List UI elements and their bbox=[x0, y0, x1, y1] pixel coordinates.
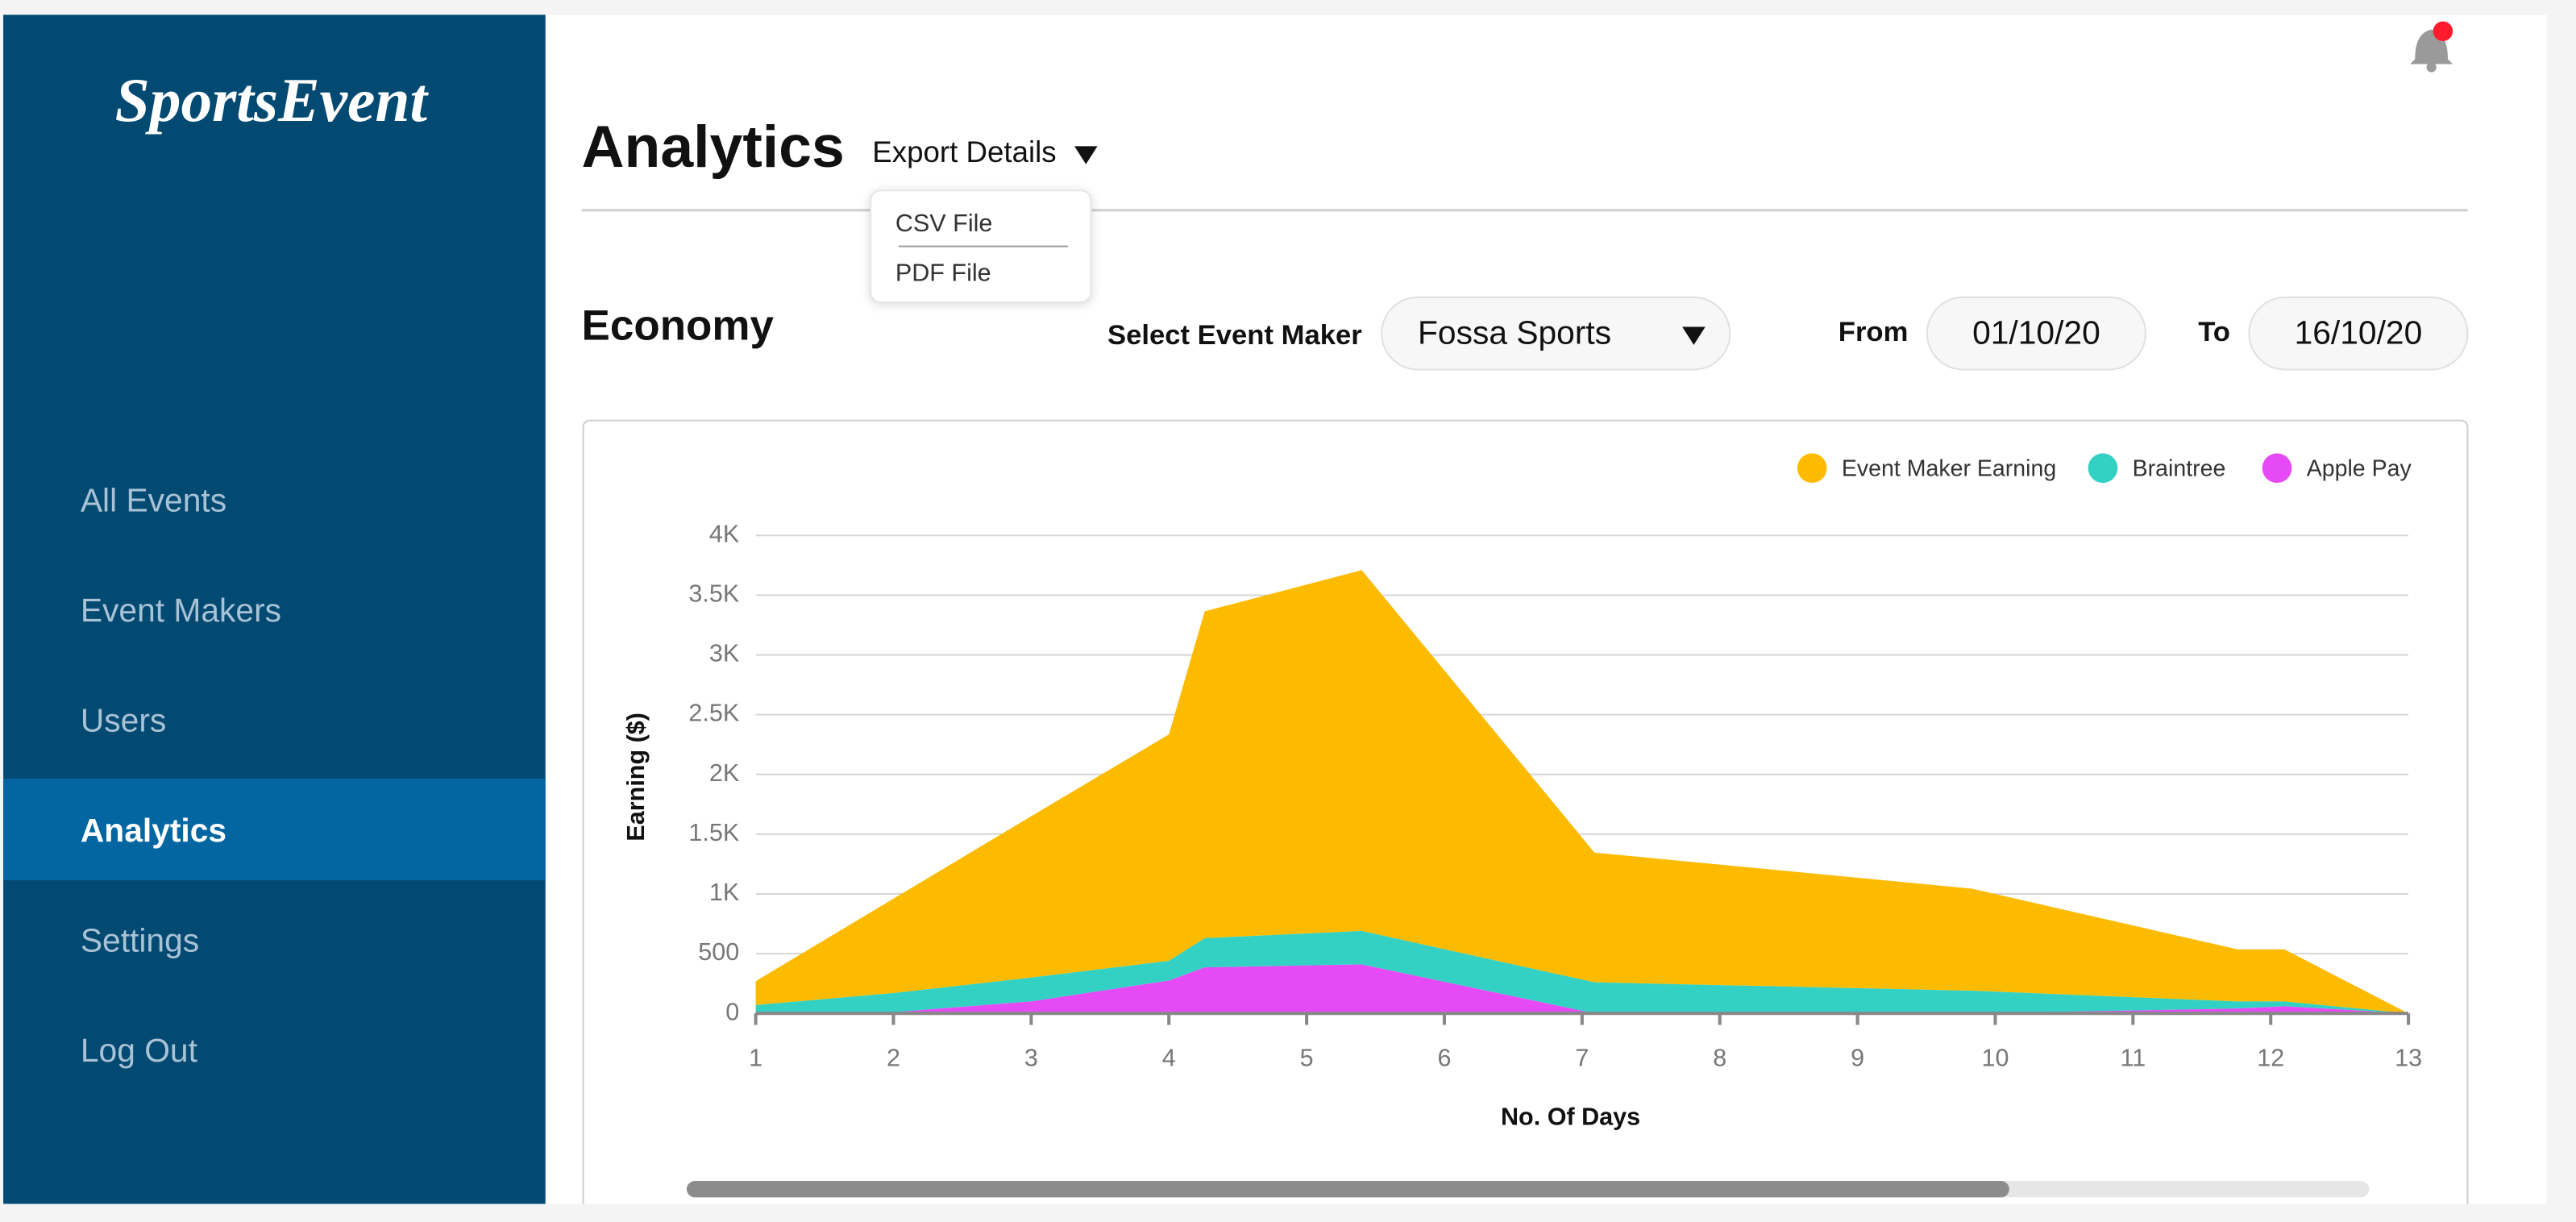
legend-label: Apple Pay bbox=[2307, 455, 2412, 481]
filter-label: To bbox=[2198, 317, 2230, 347]
bell-clapper bbox=[2426, 62, 2437, 73]
sidebar bbox=[3, 15, 546, 1204]
x-tick-label: 2 bbox=[887, 1044, 900, 1071]
dropdown-arrow[interactable] bbox=[1074, 146, 1098, 164]
maker-value: Fossa Sports bbox=[1418, 314, 1611, 351]
legend-swatch bbox=[1797, 453, 1827, 484]
menu-item[interactable]: Event Makers bbox=[81, 592, 281, 629]
x-tick-label: 9 bbox=[1851, 1044, 1864, 1071]
y-tick-label: 2K bbox=[709, 759, 740, 787]
y-tick-label: 4K bbox=[709, 520, 740, 547]
x-tick-label: 4 bbox=[1162, 1044, 1176, 1071]
x-tick-label: 1 bbox=[749, 1044, 762, 1071]
menu-item[interactable]: Users bbox=[81, 701, 166, 738]
select-arrow bbox=[1682, 326, 1706, 345]
y-tick-label: 2.5K bbox=[688, 700, 739, 727]
menu-item[interactable]: Log Out bbox=[81, 1032, 198, 1069]
x-tick-label: 6 bbox=[1437, 1044, 1451, 1071]
from-date[interactable] bbox=[1926, 296, 2146, 371]
y-tick-label: 1.5K bbox=[688, 819, 739, 846]
area bbox=[755, 964, 2409, 1014]
area bbox=[755, 930, 2409, 1014]
x-tick-label: 12 bbox=[2257, 1044, 2284, 1071]
notification-bell[interactable] bbox=[2410, 21, 2453, 73]
x-tick-label: 13 bbox=[2395, 1044, 2422, 1071]
menu-item[interactable]: Analytics bbox=[81, 812, 226, 849]
filter-label: Select Event Maker bbox=[1107, 320, 1362, 351]
x-tick-label: 3 bbox=[1024, 1044, 1038, 1071]
x-tick-label: 10 bbox=[1981, 1044, 2009, 1071]
y-tick-label: 0 bbox=[725, 998, 739, 1025]
date-value: 01/10/20 bbox=[1972, 314, 2100, 351]
legend-swatch bbox=[2088, 453, 2118, 484]
x-tick-label: 11 bbox=[2120, 1044, 2146, 1071]
x-axis-title: No. Of Days bbox=[1501, 1104, 1640, 1131]
date-value: 16/10/20 bbox=[2295, 314, 2423, 351]
section-title: Economy bbox=[582, 302, 775, 350]
page-title: Analytics bbox=[582, 114, 845, 180]
y-tick-label: 500 bbox=[698, 938, 739, 966]
area bbox=[755, 570, 2409, 1014]
bottom-edge bbox=[0, 1203, 2576, 1222]
y-tick-label: 3.5K bbox=[688, 580, 739, 607]
menu-option[interactable]: CSV File bbox=[895, 210, 993, 237]
maker-select[interactable] bbox=[1381, 296, 1731, 371]
menu-item[interactable]: Settings bbox=[81, 921, 199, 958]
legend-swatch bbox=[2262, 453, 2292, 484]
x-tick-label: 8 bbox=[1713, 1044, 1726, 1071]
export-button[interactable]: Export Details bbox=[872, 135, 1056, 168]
y-axis-title: Earning ($) bbox=[622, 713, 650, 842]
legend-label: Event Maker Earning bbox=[1842, 455, 2056, 481]
to-date[interactable] bbox=[2248, 296, 2469, 371]
y-tick-label: 1K bbox=[709, 879, 740, 906]
scrollbar-thumb[interactable] bbox=[686, 1181, 2009, 1198]
filter-label: From bbox=[1839, 317, 1909, 347]
x-tick-label: 7 bbox=[1575, 1044, 1589, 1071]
menu-option[interactable]: PDF File bbox=[895, 259, 991, 286]
menu-item[interactable]: All Events bbox=[81, 481, 226, 518]
legend-label: Braintree bbox=[2133, 455, 2226, 481]
y-tick-label: 3K bbox=[709, 640, 740, 667]
active-menu-bg bbox=[3, 778, 546, 881]
x-tick-label: 5 bbox=[1300, 1044, 1314, 1071]
badge bbox=[2433, 21, 2453, 41]
logo[interactable]: SportsEvent bbox=[115, 65, 430, 135]
